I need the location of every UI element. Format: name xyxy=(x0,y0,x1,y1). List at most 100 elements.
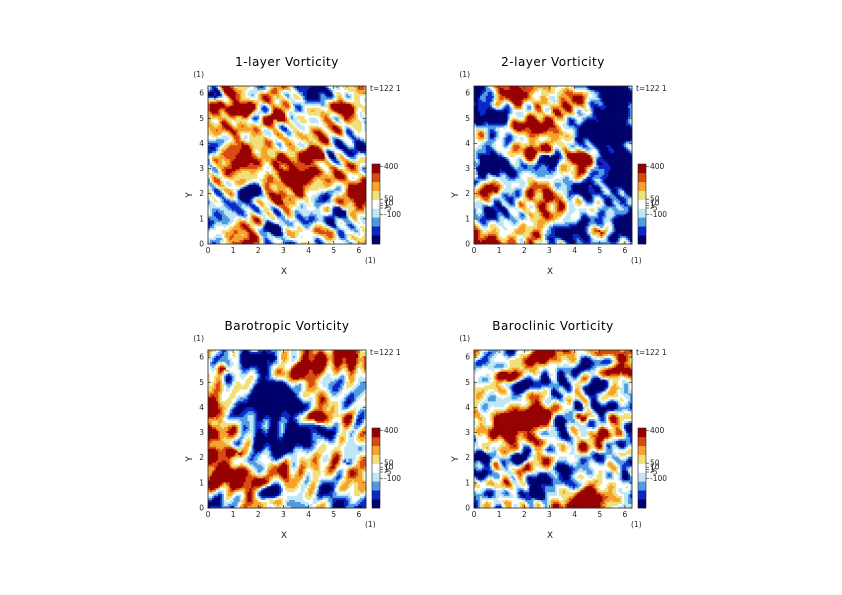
heatmap-cell xyxy=(281,143,284,146)
heatmap-cell xyxy=(283,172,286,176)
heatmap-cell xyxy=(245,163,248,166)
heatmap-cell xyxy=(213,113,217,116)
heatmap-cell xyxy=(358,139,361,142)
heatmap-cell xyxy=(358,125,361,128)
heatmap-cell xyxy=(287,103,290,107)
heatmap-cell xyxy=(225,99,229,103)
heatmap-cell xyxy=(308,111,311,114)
heatmap-cell xyxy=(208,174,211,178)
heatmap-cell xyxy=(239,200,242,203)
heatmap-cell xyxy=(292,117,296,120)
heatmap-cell xyxy=(275,89,278,93)
heatmap-cell xyxy=(356,86,359,89)
heatmap-cell xyxy=(219,139,223,142)
heatmap-cell xyxy=(328,165,331,168)
heatmap-cell xyxy=(249,202,252,205)
heatmap-cell xyxy=(352,133,355,136)
heatmap-cell xyxy=(247,93,250,97)
heatmap-cell xyxy=(257,155,260,158)
heatmap-cell xyxy=(308,194,311,197)
heatmap-cell xyxy=(247,182,250,186)
heatmap-cell xyxy=(288,180,292,184)
heatmap-cell xyxy=(223,86,227,89)
heatmap-cell xyxy=(209,157,213,160)
heatmap-cell xyxy=(215,178,219,182)
heatmap-cell xyxy=(208,121,211,124)
heatmap-cell xyxy=(213,208,217,211)
heatmap-cell xyxy=(312,180,315,184)
heatmap-cell xyxy=(269,206,272,209)
heatmap-cell xyxy=(225,208,229,211)
heatmap-cell xyxy=(296,194,300,197)
heatmap-cell xyxy=(330,139,333,142)
heatmap-cell xyxy=(221,163,225,166)
heatmap-cell xyxy=(320,107,323,110)
heatmap-cell xyxy=(314,119,317,122)
heatmap-cell xyxy=(287,127,290,130)
heatmap-cell xyxy=(332,149,335,152)
heatmap-cell xyxy=(290,192,294,195)
heatmap-cell xyxy=(253,145,256,148)
heatmap-cell xyxy=(251,172,254,176)
heatmap-cell xyxy=(283,105,286,109)
heatmap-cell xyxy=(316,125,319,128)
heatmap-cell xyxy=(209,176,213,180)
heatmap-cell xyxy=(209,149,213,152)
heatmap-cell xyxy=(265,101,268,105)
heatmap-cell xyxy=(358,147,361,150)
heatmap-cell xyxy=(217,168,221,172)
heatmap-cell xyxy=(324,135,327,138)
heatmap-cell xyxy=(336,166,339,170)
heatmap-cell xyxy=(316,184,319,188)
heatmap-cell xyxy=(362,202,365,205)
heatmap-cell xyxy=(263,174,266,178)
heatmap-cell xyxy=(288,153,292,156)
heatmap-cell xyxy=(285,107,288,110)
heatmap-cell xyxy=(263,141,266,144)
heatmap-cell xyxy=(344,174,347,178)
heatmap-cell xyxy=(360,137,363,140)
heatmap-cell xyxy=(208,117,211,120)
heatmap-cell xyxy=(221,103,225,107)
heatmap-cell xyxy=(231,176,234,180)
heatmap-cell xyxy=(338,97,341,101)
heatmap-cell xyxy=(288,149,292,152)
heatmap-cell xyxy=(267,113,270,116)
heatmap-cell xyxy=(265,166,268,170)
heatmap-cell xyxy=(231,178,234,182)
heatmap-cell xyxy=(267,111,270,114)
heatmap-cell xyxy=(358,101,361,105)
heatmap-cell xyxy=(208,206,211,209)
heatmap-cell xyxy=(237,206,240,209)
heatmap-cell xyxy=(259,131,262,134)
heatmap-cell xyxy=(312,111,315,114)
heatmap-cell xyxy=(300,190,304,193)
heatmap-cell xyxy=(261,121,264,124)
heatmap-cell xyxy=(237,184,240,188)
heatmap-cell xyxy=(217,109,221,112)
heatmap-cell xyxy=(245,161,248,164)
heatmap-cell xyxy=(253,157,256,160)
heatmap-cell xyxy=(277,178,280,182)
heatmap-cell xyxy=(344,129,347,132)
heatmap-cell xyxy=(257,101,260,105)
heatmap-cell xyxy=(249,145,252,148)
heatmap-cell xyxy=(336,143,339,146)
heatmap-cell xyxy=(241,194,244,197)
heatmap-cell xyxy=(332,139,335,142)
heatmap-cell xyxy=(261,157,264,160)
heatmap-cell xyxy=(213,165,217,168)
heatmap-cell xyxy=(287,97,290,101)
heatmap-cell xyxy=(209,208,213,211)
heatmap-cell xyxy=(273,184,276,188)
heatmap-cell xyxy=(235,188,238,191)
heatmap-cell xyxy=(243,135,246,138)
heatmap-cell xyxy=(328,119,331,122)
heatmap-cell xyxy=(233,123,236,126)
heatmap-cell xyxy=(326,194,329,197)
heatmap-cell xyxy=(334,127,337,130)
heatmap-cell xyxy=(308,192,311,195)
heatmap-cell xyxy=(279,159,282,162)
heatmap-cell xyxy=(326,157,329,160)
heatmap-cell xyxy=(312,105,315,109)
